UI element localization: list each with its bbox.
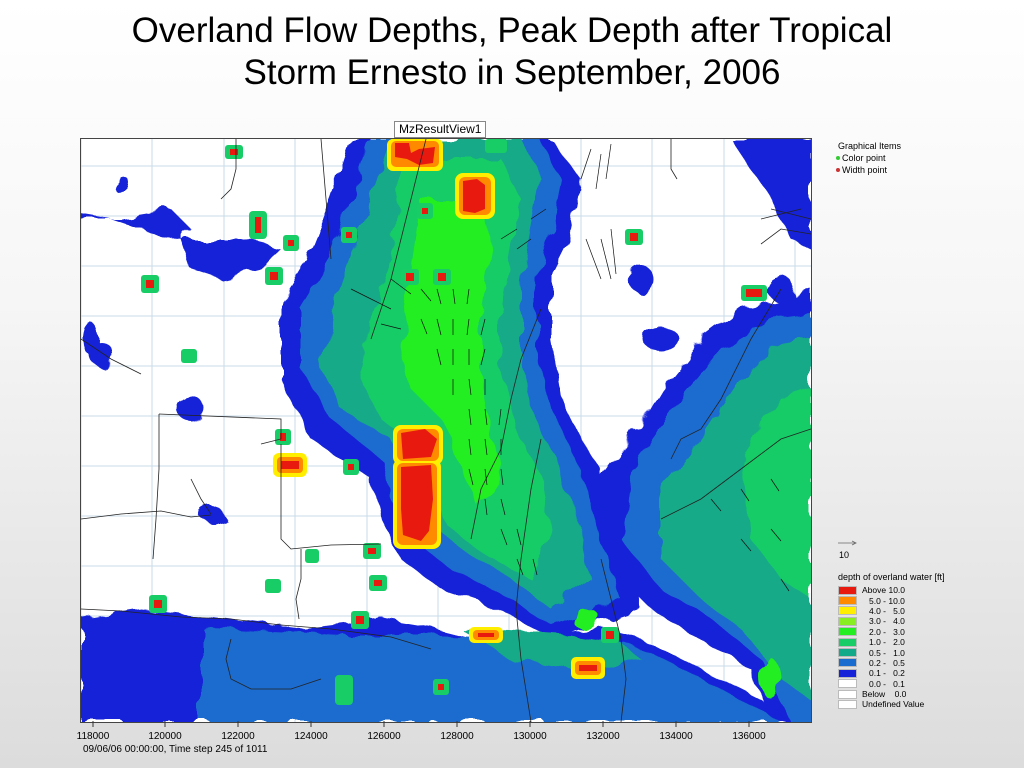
depth-band-2-0	[401, 199, 781, 699]
legend-row: 0.0 - 0.1	[838, 679, 924, 689]
legend-label: Undefined Value	[862, 699, 925, 710]
depth-hotspots	[141, 139, 767, 705]
legend-swatch	[838, 699, 857, 709]
graphical-item-color-point[interactable]: Color point	[836, 152, 901, 164]
legend-row: 0.1 - 0.2	[838, 668, 924, 678]
legend-label: 0.2 - 0.5	[869, 657, 905, 668]
graphical-items-title: Graphical Items	[838, 141, 902, 151]
vector-scale-value: 10	[839, 550, 850, 560]
legend-row: Below 0.0	[838, 689, 924, 699]
legend-label: 1.0 - 2.0	[869, 637, 905, 648]
legend-row: 0.5 - 1.0	[838, 647, 924, 658]
legend-swatch	[838, 679, 857, 689]
legend-swatch	[838, 648, 857, 658]
legend-row: Undefined Value	[838, 699, 924, 709]
legend-row: 2.0 - 3.0	[838, 627, 924, 637]
legend-swatch	[838, 627, 857, 637]
legend-label: Below 0.0	[862, 689, 907, 700]
width-point-icon	[836, 168, 840, 172]
x-tick-label: 136000	[732, 731, 766, 742]
channel-network	[81, 139, 811, 722]
title-line-1: Overland Flow Depths, Peak Depth after T…	[131, 11, 893, 50]
legend-swatch	[838, 606, 857, 616]
x-tick-label: 126000	[367, 731, 401, 742]
x-tick-label: 130000	[513, 731, 547, 742]
legend-swatch	[838, 689, 857, 699]
x-axis-ticks	[92, 721, 750, 727]
legend-swatch	[838, 616, 857, 626]
legend-row: 5.0 - 10.0	[838, 595, 924, 606]
vector-scale-arrow-icon	[838, 540, 857, 546]
legend-label: 2.0 - 3.0	[869, 626, 905, 637]
x-tick-label: 118000	[76, 731, 110, 742]
legend-swatch	[838, 668, 857, 678]
legend-swatch	[838, 585, 857, 595]
legend-label: 5.0 - 10.0	[869, 595, 905, 606]
legend-row: 3.0 - 4.0	[838, 616, 924, 626]
graphical-items-panel: Graphical Items Color point Width point	[836, 140, 902, 176]
legend-label: 0.0 - 0.1	[869, 678, 905, 689]
legend-row: 0.2 - 0.5	[838, 658, 924, 668]
x-tick-label: 132000	[586, 731, 620, 742]
legend-swatch	[838, 596, 857, 606]
x-tick-label: 120000	[148, 731, 182, 742]
x-tick-label: 124000	[294, 731, 328, 742]
timestep-status: 09/06/06 00:00:00, Time step 245 of 1011	[83, 744, 268, 755]
title-line-2: Storm Ernesto in September, 2006	[243, 53, 781, 92]
flow-vectors	[350, 143, 790, 592]
legend-label: 0.5 - 1.0	[869, 647, 905, 658]
depth-legend-title: depth of overland water [ft]	[838, 572, 945, 582]
legend-swatch	[838, 658, 857, 668]
result-view-tab[interactable]: MzResultView1	[394, 121, 487, 138]
x-tick-label: 122000	[221, 731, 255, 742]
legend-label: 0.1 - 0.2	[869, 668, 905, 679]
depth-legend: Above 10.0 5.0 - 10.0 4.0 - 5.0 3.0 - 4.…	[838, 585, 924, 710]
legend-label: Above 10.0	[862, 585, 906, 596]
legend-row: 4.0 - 5.0	[838, 606, 924, 616]
legend-label: 4.0 - 5.0	[869, 605, 905, 616]
x-tick-label: 128000	[440, 731, 474, 742]
slide-title: Overland Flow Depths, Peak Depth after T…	[40, 10, 984, 94]
color-point-icon	[836, 156, 840, 160]
legend-swatch	[838, 637, 857, 647]
x-tick-label: 134000	[659, 731, 693, 742]
legend-label: 3.0 - 4.0	[869, 616, 905, 627]
flow-depth-raster	[81, 139, 811, 722]
flow-depth-map[interactable]	[80, 138, 812, 723]
legend-row: Above 10.0	[838, 585, 924, 595]
graphical-item-label: Color point	[842, 153, 886, 163]
graphical-item-width-point[interactable]: Width point	[836, 164, 901, 176]
graphical-item-label: Width point	[842, 165, 888, 175]
legend-row: 1.0 - 2.0	[838, 637, 924, 647]
